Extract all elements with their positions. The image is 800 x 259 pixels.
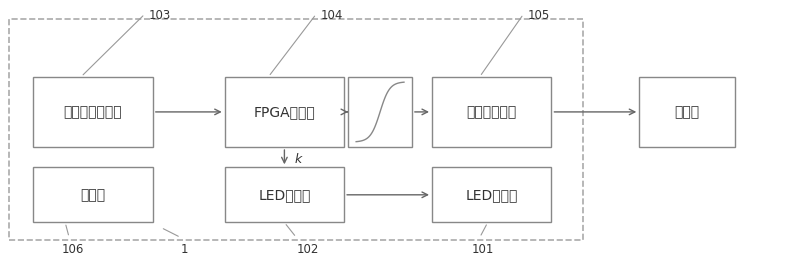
Text: 101: 101 [472,242,494,256]
Text: FPGA控制板: FPGA控制板 [254,105,315,119]
Text: 液晶屏: 液晶屏 [674,105,699,119]
Text: 视频信号接口板: 视频信号接口板 [64,105,122,119]
Text: 电源板: 电源板 [81,188,106,202]
Text: 106: 106 [61,242,83,256]
FancyBboxPatch shape [34,77,153,147]
FancyBboxPatch shape [348,77,412,147]
FancyBboxPatch shape [225,77,344,147]
FancyBboxPatch shape [432,167,551,222]
FancyBboxPatch shape [225,167,344,222]
Text: LED光源板: LED光源板 [466,188,518,202]
Text: 103: 103 [149,9,171,22]
Text: 102: 102 [296,242,318,256]
Text: LED驱动板: LED驱动板 [258,188,310,202]
Text: 1: 1 [181,242,188,256]
FancyBboxPatch shape [639,77,735,147]
Text: 104: 104 [320,9,342,22]
Text: 105: 105 [527,9,550,22]
Text: k: k [294,153,302,166]
FancyBboxPatch shape [34,167,153,222]
FancyBboxPatch shape [432,77,551,147]
Text: 液晶屏接口板: 液晶屏接口板 [466,105,517,119]
